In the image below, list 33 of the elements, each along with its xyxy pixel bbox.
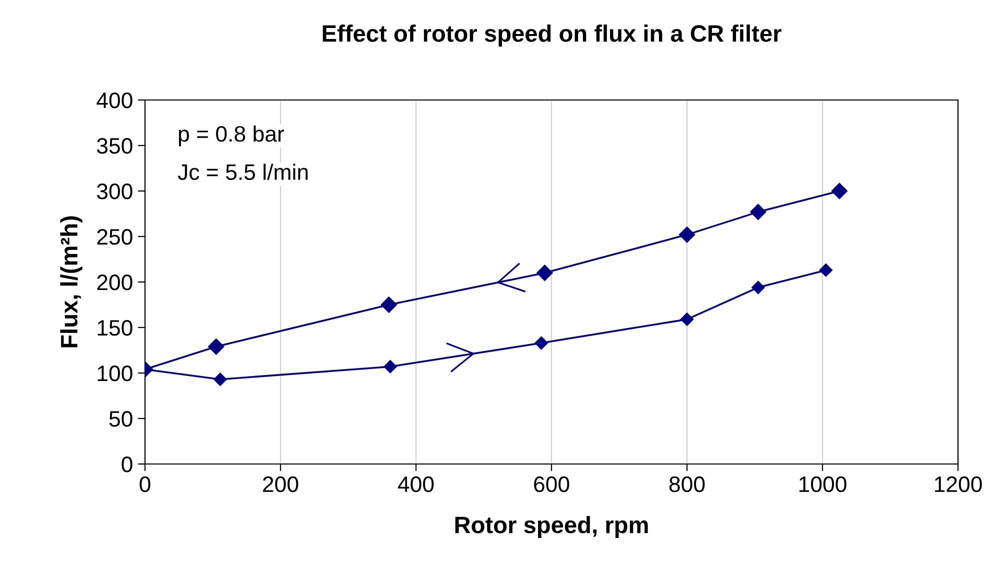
point xyxy=(214,372,227,386)
y-tick-label: 350 xyxy=(96,138,132,154)
chart-title: Effect of rotor speed on flux in a CR filter xyxy=(322,24,782,47)
x-axis-title: Rotor speed, rpm xyxy=(455,516,648,538)
annotation: p = 0.8 bar xyxy=(178,125,284,146)
y-axis-title: Flux, l/(m²h) xyxy=(60,216,82,348)
annotation: Jc = 5.5 l/min xyxy=(178,164,308,180)
x-tick-label: 600 xyxy=(534,476,570,492)
x-tick-label: 800 xyxy=(669,476,705,492)
point xyxy=(534,336,548,350)
point xyxy=(831,182,848,200)
x-tick-label: 200 xyxy=(263,476,298,492)
point xyxy=(680,312,694,326)
point xyxy=(208,338,224,355)
point xyxy=(819,264,832,277)
y-tick-label: 300 xyxy=(96,184,132,200)
point xyxy=(384,360,397,374)
point xyxy=(678,226,696,243)
y-tick-label: 100 xyxy=(98,366,132,382)
y-tick-label: 200 xyxy=(97,274,132,290)
y-tick-label: 150 xyxy=(98,320,132,336)
x-tick-label: 1200 xyxy=(934,476,982,492)
x-tick-label: 0 xyxy=(140,476,150,492)
y-tick-label: 250 xyxy=(97,229,132,245)
y-tick-label: 50 xyxy=(109,411,132,427)
point xyxy=(750,204,766,220)
x-tick-label: 1000 xyxy=(799,476,846,492)
y-tick-label: 0 xyxy=(122,456,132,472)
point xyxy=(536,264,553,281)
y-tick-label: 400 xyxy=(96,92,132,108)
x-tick-label: 400 xyxy=(398,476,434,492)
point xyxy=(752,280,765,294)
point xyxy=(380,296,397,313)
